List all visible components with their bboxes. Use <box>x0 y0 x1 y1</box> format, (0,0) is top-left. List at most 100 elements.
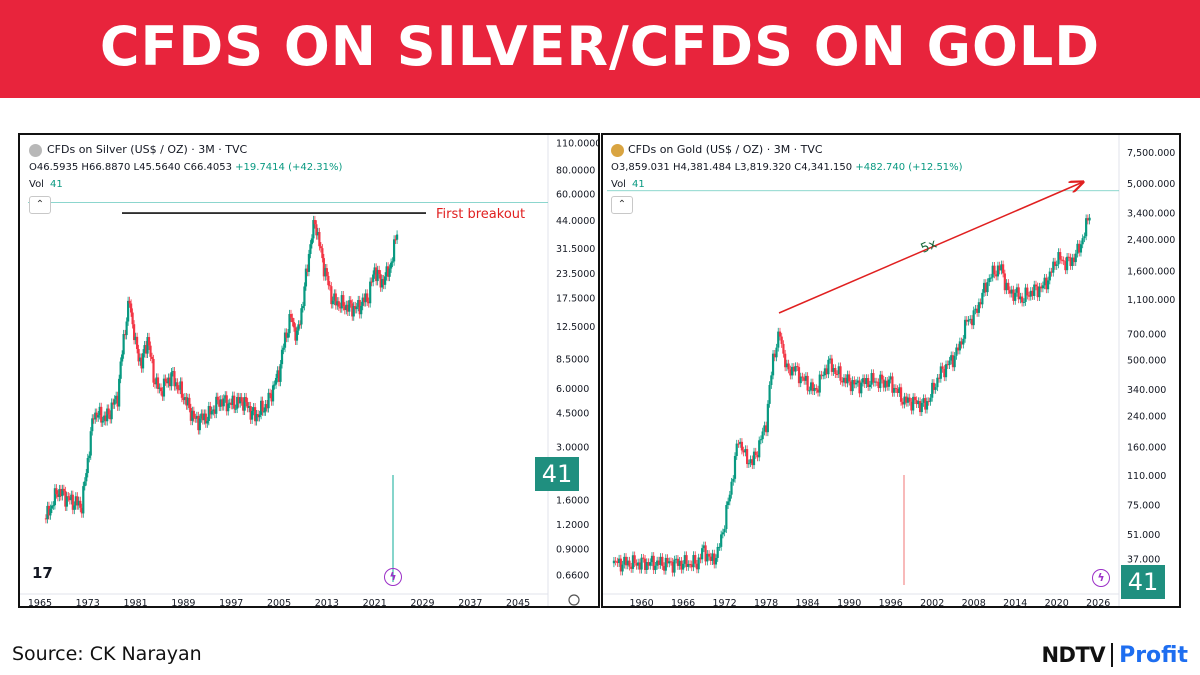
silver-volume-value: 41 <box>49 179 63 190</box>
gold-volume-value: 41 <box>631 179 645 190</box>
silver-candle-body <box>225 395 228 412</box>
silver-volume-label: Vol <box>29 179 44 190</box>
gold-candle-body <box>785 363 788 368</box>
silver-candle-body <box>228 402 231 404</box>
gold-5x-annotation: 5x <box>919 237 940 257</box>
silver-candle-body <box>243 397 246 411</box>
silver-candle-body <box>392 239 396 262</box>
silver-candle-body <box>280 349 284 365</box>
silver-candle-body <box>378 269 381 275</box>
silver-y-tick-label: 17.5000 <box>556 294 595 305</box>
gold-candle-body <box>697 557 700 570</box>
gold-candle-body <box>1053 261 1057 266</box>
silver-candle-body <box>77 500 80 506</box>
gold-candle-body <box>958 341 961 351</box>
gold-candle-body <box>917 401 920 405</box>
gold-candle-body <box>856 380 859 383</box>
silver-x-tick-label: 2005 <box>267 598 291 608</box>
silver-candle-body <box>260 400 263 415</box>
gold-candle-body <box>969 318 972 320</box>
gold-candle-body <box>766 403 769 433</box>
silver-candle-body <box>167 377 170 384</box>
gold-candle-body <box>984 282 987 293</box>
gold-candle-body <box>844 377 847 384</box>
silver-candle-body <box>88 455 91 459</box>
brand-profit-text: Profit <box>1119 642 1188 668</box>
gold-candle-body <box>827 359 830 375</box>
gold-candle-body <box>851 380 854 392</box>
gold-x-tick-label: 1960 <box>630 598 654 608</box>
gold-candle-body <box>804 375 808 381</box>
silver-candle-body <box>363 297 366 303</box>
silver-candle-body <box>155 377 158 385</box>
gold-candle-body <box>628 560 631 567</box>
gold-candle-body <box>789 369 792 376</box>
silver-candle-body <box>251 410 254 420</box>
gold-y-tick-label: 110.000 <box>1127 471 1166 482</box>
gold-candle-body <box>993 265 996 275</box>
gold-x-tick-label: 2026 <box>1086 598 1110 608</box>
gold-candle-body <box>977 302 980 313</box>
silver-candle-body <box>188 397 191 408</box>
gold-candle-body <box>834 368 837 375</box>
gold-candle-body <box>650 555 654 563</box>
gold-candle-body <box>659 556 662 565</box>
gold-candle-body <box>618 558 621 564</box>
silver-close-value: 66.4053 <box>190 162 232 173</box>
lightning-icon[interactable]: ϟ <box>1092 569 1110 587</box>
silver-collapse-button[interactable]: ⌃ <box>29 196 51 214</box>
silver-candle-body <box>361 297 364 306</box>
silver-candle-body <box>273 384 276 386</box>
silver-candle-body <box>291 317 294 323</box>
silver-candle-body <box>384 276 387 285</box>
silver-candle-body <box>76 496 79 506</box>
gold-candle-body <box>633 555 636 564</box>
gold-candle-body <box>835 374 839 376</box>
silver-candle-body <box>86 458 89 474</box>
gold-candle-body <box>1066 256 1069 271</box>
silver-candle-body <box>334 293 337 306</box>
gold-candle-body <box>829 358 832 360</box>
silver-candle-body <box>203 413 206 421</box>
gold-candle-body <box>662 566 666 571</box>
silver-candle-body <box>385 266 388 277</box>
silver-candle-body <box>298 324 302 326</box>
gold-candle-body <box>811 382 814 392</box>
silver-candle-body <box>327 275 330 286</box>
silver-symbol-icon <box>29 144 42 157</box>
gold-candle-body <box>797 367 801 384</box>
silver-candle-body <box>249 406 252 420</box>
lightning-icon[interactable]: ϟ <box>384 568 402 586</box>
silver-candle-body <box>395 234 399 240</box>
silver-candle-body <box>306 268 309 272</box>
gold-candle-body <box>1067 256 1070 258</box>
silver-candle-body <box>171 371 175 373</box>
silver-candle-body <box>286 333 290 338</box>
gold-candle-body <box>849 381 852 392</box>
silver-candle-body <box>318 232 321 247</box>
gold-candle-body <box>1019 296 1022 300</box>
silver-candle-body <box>53 488 56 506</box>
gold-candle-body <box>744 449 747 453</box>
silver-candle-body <box>312 220 315 239</box>
gold-y-tick-label: 37.000 <box>1127 554 1160 565</box>
silver-candle-body <box>138 357 142 362</box>
silver-candle-body <box>366 293 369 302</box>
silver-y-tick-label: 8.5000 <box>556 355 589 366</box>
gold-candle-body <box>929 397 932 402</box>
gold-candle-body <box>771 353 775 376</box>
silver-candle-body <box>354 306 357 310</box>
gold-candle-body <box>787 363 790 370</box>
gold-collapse-button[interactable]: ⌃ <box>611 196 633 214</box>
gold-candle-body <box>982 282 986 293</box>
gold-candle-body <box>687 563 690 567</box>
silver-candle-body <box>118 378 121 407</box>
page-title: CFDS ON SILVER/CFDS ON GOLD <box>99 15 1101 78</box>
silver-candle-body <box>213 409 216 414</box>
silver-candle-body <box>49 508 52 516</box>
silver-candle-body <box>387 266 390 277</box>
silver-candle-body <box>95 412 98 418</box>
gold-candle-body <box>832 368 835 372</box>
gold-candle-body <box>893 387 896 393</box>
gold-candle-body <box>905 396 908 403</box>
